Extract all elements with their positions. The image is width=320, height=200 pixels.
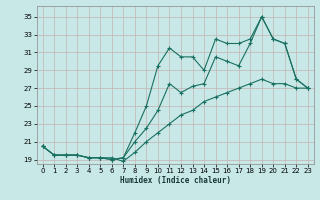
X-axis label: Humidex (Indice chaleur): Humidex (Indice chaleur) (120, 176, 231, 185)
